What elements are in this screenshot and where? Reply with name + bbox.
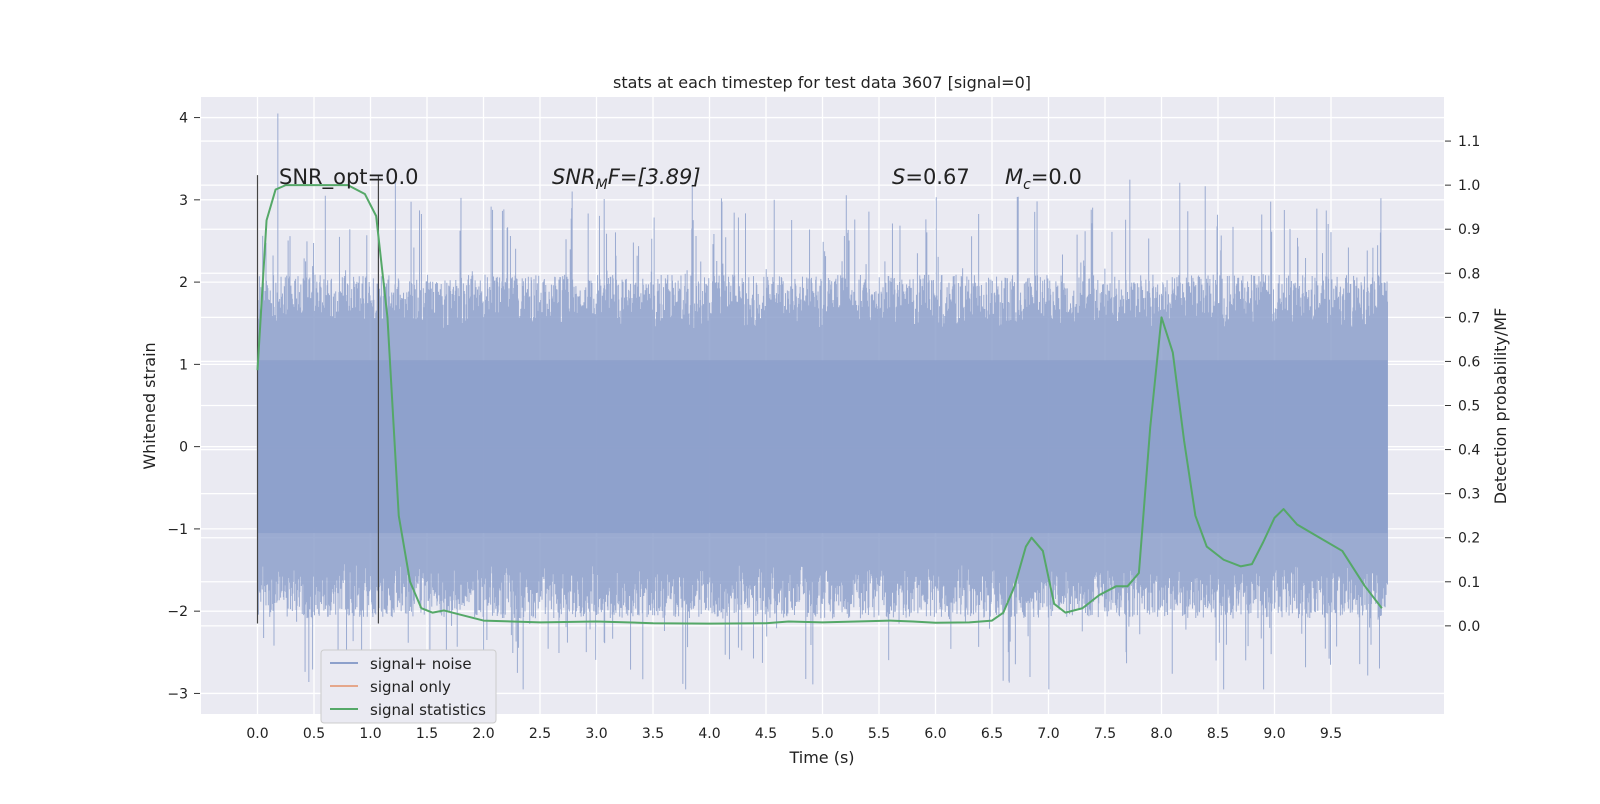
y-left-tick-label: −1 (167, 522, 188, 538)
y-left-tick-label: −3 (167, 686, 188, 702)
x-tick-label: 4.5 (755, 726, 777, 742)
y-left-tick-label: 2 (179, 275, 188, 291)
y-axis-label-left: Whitened strain (140, 342, 159, 469)
x-tick-label: 7.0 (1037, 726, 1059, 742)
annotation-snr-opt: SNR_opt=0.0 (279, 165, 419, 190)
x-tick-label: 6.5 (981, 726, 1003, 742)
y-left-tick-label: −2 (167, 604, 188, 620)
x-tick-label: 0.0 (246, 726, 268, 742)
legend-label-statistics: signal statistics (370, 701, 486, 719)
annotation-snr-mf: SNRMF=[3.89] (552, 165, 701, 193)
annotation-mc: Mc=0.0 (1005, 165, 1082, 193)
y-axis-label-right: Detection probability/MF (1491, 308, 1510, 505)
y-left-tick-labels: −3 −2 −1 0 1 2 3 4 (167, 111, 200, 702)
y-right-tick-label: 0.5 (1458, 399, 1480, 415)
y-right-tick-label: 0.8 (1458, 266, 1480, 282)
x-tick-label: 4.0 (698, 726, 720, 742)
y-right-tick-label: 0.3 (1458, 487, 1480, 503)
y-left-tick-label: 0 (179, 440, 188, 456)
x-tick-label: 3.5 (642, 726, 664, 742)
legend-label-signal-only: signal only (370, 678, 451, 696)
x-tick-label: 1.0 (359, 726, 381, 742)
y-left-tick-label: 4 (179, 111, 188, 127)
noise-core-band (257, 360, 1388, 534)
y-right-tick-label: 0.7 (1458, 310, 1480, 326)
x-tick-label: 5.0 (811, 726, 833, 742)
noise-series (257, 113, 1388, 690)
legend-label-noise: signal+ noise (370, 655, 472, 673)
y-left-tick-label: 3 (179, 193, 188, 209)
vertical-markers (256, 175, 380, 624)
x-tick-label: 0.5 (303, 726, 325, 742)
x-tick-label: 2.5 (529, 726, 551, 742)
y-right-tick-labels: 0.0 0.1 0.2 0.3 0.4 0.5 0.6 0.7 0.8 0.9 1.0 1.1 (1445, 134, 1480, 635)
signal-statistics-series (256, 184, 1383, 625)
y-right-tick-label: 0.6 (1458, 354, 1480, 370)
x-tick-labels: 0.0 0.5 1.0 1.5 2.0 2.5 3.0 3.5 4.0 4.5 5.0 5.5 6.0 6… (246, 726, 1342, 742)
y-right-tick-label: 1.0 (1458, 178, 1480, 194)
x-tick-label: 8.5 (1207, 726, 1229, 742)
x-tick-label: 9.0 (1263, 726, 1285, 742)
y-right-tick-label: 0.4 (1458, 443, 1480, 459)
x-axis-label: Time (s) (788, 748, 854, 767)
legend-box (320, 649, 497, 724)
y-right-tick-label: 0.1 (1458, 575, 1480, 591)
x-tick-label: 7.5 (1094, 726, 1116, 742)
x-tick-label: 9.5 (1320, 726, 1342, 742)
chart-title: stats at each timestep for test data 360… (613, 73, 1031, 92)
annotation-s: S=0.67 (892, 165, 970, 189)
y-right-tick-label: 1.1 (1458, 134, 1480, 150)
x-tick-label: 3.0 (585, 726, 607, 742)
x-tick-label: 5.5 (868, 726, 890, 742)
x-tick-label: 8.0 (1150, 726, 1172, 742)
y-left-tick-label: 1 (179, 357, 188, 373)
signal-statistics-line (256, 184, 1383, 625)
x-tick-label: 6.0 (924, 726, 946, 742)
x-tick-label: 1.5 (416, 726, 438, 742)
y-right-tick-label: 0.0 (1458, 619, 1480, 635)
legend: signal+ noise signal only signal statist… (320, 649, 497, 724)
y-right-tick-label: 0.2 (1458, 531, 1480, 547)
x-tick-label: 2.0 (472, 726, 494, 742)
y-right-tick-label: 0.9 (1458, 222, 1480, 238)
